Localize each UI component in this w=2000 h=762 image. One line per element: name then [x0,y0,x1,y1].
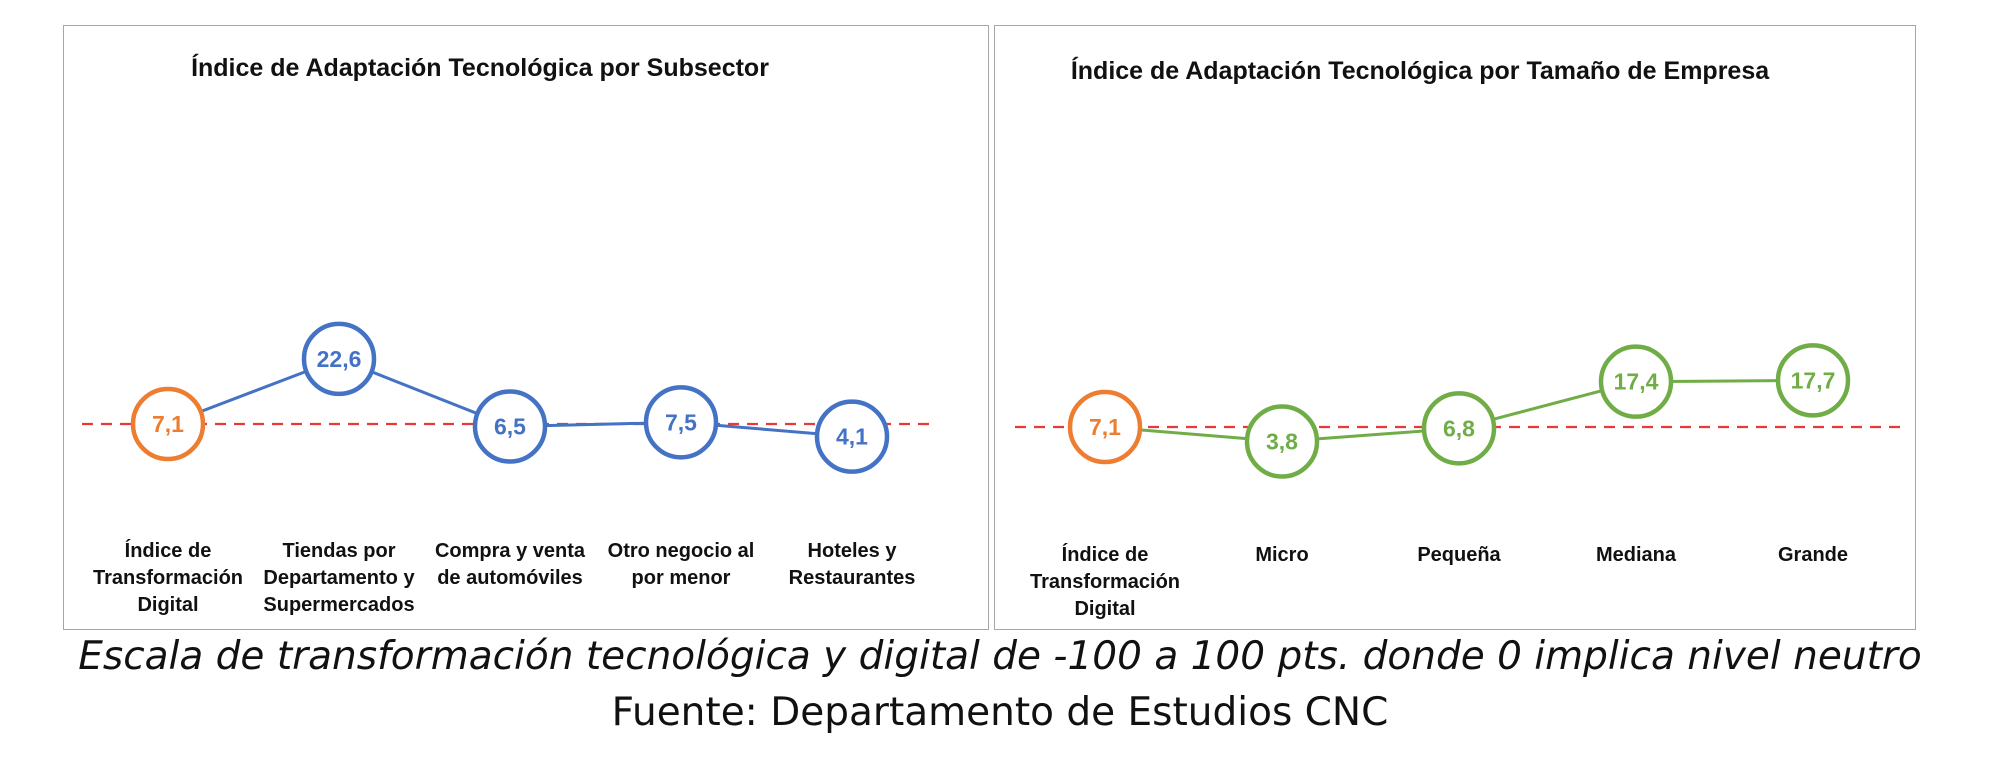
category-label: Otro negocio al por menor [607,540,755,589]
data-point [643,385,719,460]
category-label: Grande [1777,544,1849,566]
data-label: 22,6 [317,346,362,372]
data-point [1598,344,1674,419]
chart-panel-size: Índice de Adaptación Tecnológica por Tam… [994,25,1916,630]
data-point [1067,389,1143,465]
data-point [1244,404,1320,479]
data-label: 6,8 [1443,415,1475,441]
data-point [472,389,548,464]
chart-plot-size: 7,1 3,8 6,8 17,4 17,7 [1015,343,1900,479]
category-label: Micro [1255,544,1309,566]
chart-plot-subsector: 7,1 22,6 6,5 7,5 4,1 [82,321,934,474]
data-point [1421,391,1497,466]
source-note: Fuente: Departamento de Estudios CNC [611,690,1389,735]
data-label: 7,1 [1089,414,1121,440]
data-label: 17,7 [1791,367,1836,393]
category-label: Hoteles y Restaurantes [788,540,916,589]
data-point [814,399,890,474]
data-label: 3,8 [1266,429,1298,455]
data-label: 4,1 [836,424,868,450]
category-label: Mediana [1595,544,1677,566]
scale-note: Escala de transformación tecnológica y d… [78,634,1922,679]
data-label: 7,1 [152,411,184,437]
category-label: Índice de Transformación Digital [1029,544,1181,620]
data-point [1775,343,1851,418]
chart-title: Índice de Adaptación Tecnológica por Tam… [1070,57,1770,85]
category-label: Índice de Transformación Digital [92,540,244,616]
data-point [130,386,206,462]
data-label: 7,5 [665,409,697,435]
category-label: Pequeña [1417,544,1501,566]
chart-panel-subsector: Índice de Adaptación Tecnológica por Sub… [63,25,989,630]
category-label: Compra y venta de automóviles [434,540,586,589]
data-label: 6,5 [494,414,526,440]
category-label: Tiendas por Departamento y Supermercados [263,540,415,616]
data-point [301,321,377,397]
data-label: 17,4 [1614,369,1659,395]
chart-title: Índice de Adaptación Tecnológica por Sub… [191,54,769,82]
